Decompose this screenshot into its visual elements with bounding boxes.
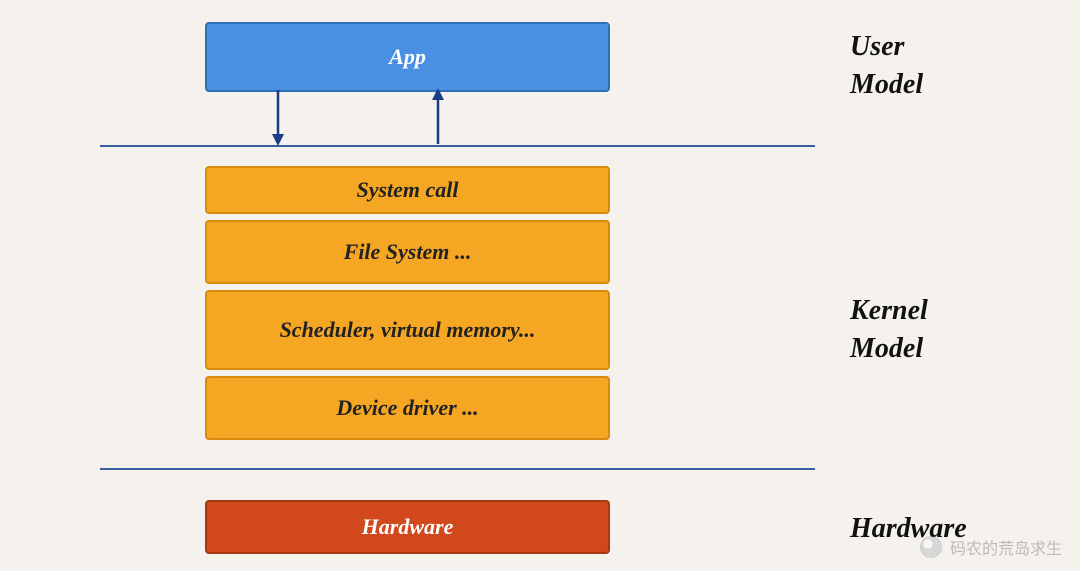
box-file-system: File System ... — [205, 220, 610, 284]
wechat-icon — [920, 536, 942, 558]
box-system-call-text: System call — [356, 177, 458, 203]
box-scheduler-text: Scheduler, virtual memory... — [280, 317, 536, 343]
box-device-driver: Device driver ... — [205, 376, 610, 440]
box-hardware: Hardware — [205, 500, 610, 554]
divider-kernel-hardware — [100, 468, 815, 470]
box-app-text: App — [389, 44, 426, 70]
divider-user-kernel — [100, 145, 815, 147]
box-device-driver-text: Device driver ... — [336, 395, 478, 421]
label-user-model: UserModel — [850, 28, 923, 104]
box-scheduler: Scheduler, virtual memory... — [205, 290, 610, 370]
box-hardware-text: Hardware — [362, 514, 454, 540]
box-app: App — [205, 22, 610, 92]
box-file-system-text: File System ... — [344, 239, 472, 265]
diagram-stage: App System call File System ... Schedule… — [0, 0, 1080, 571]
watermark-text: 码农的荒岛求生 — [950, 535, 1062, 559]
arrow-up — [428, 86, 448, 148]
box-system-call: System call — [205, 166, 610, 214]
arrow-down — [268, 86, 288, 148]
label-kernel-model: KernelModel — [850, 292, 928, 368]
watermark: 码农的荒岛求生 — [920, 535, 1062, 559]
